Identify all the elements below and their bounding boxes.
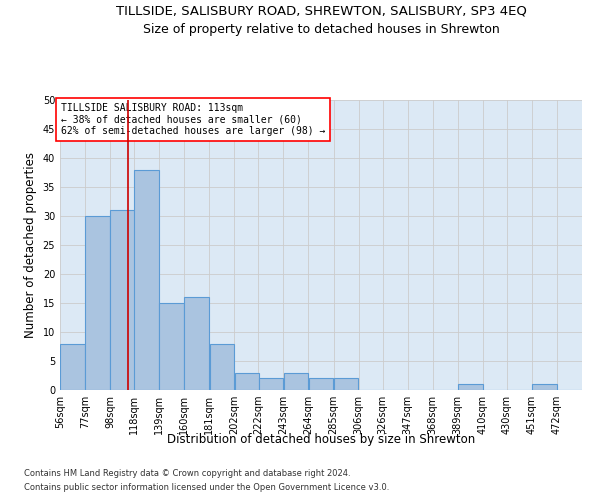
- Bar: [284, 372, 308, 390]
- Bar: [184, 297, 209, 390]
- Text: Contains HM Land Registry data © Crown copyright and database right 2024.: Contains HM Land Registry data © Crown c…: [24, 468, 350, 477]
- Text: Contains public sector information licensed under the Open Government Licence v3: Contains public sector information licen…: [24, 484, 389, 492]
- Bar: [532, 384, 557, 390]
- Bar: [110, 210, 135, 390]
- Bar: [458, 384, 482, 390]
- Bar: [235, 372, 259, 390]
- Bar: [209, 344, 234, 390]
- Bar: [60, 344, 85, 390]
- Bar: [259, 378, 283, 390]
- Bar: [309, 378, 333, 390]
- Bar: [160, 303, 184, 390]
- Text: Size of property relative to detached houses in Shrewton: Size of property relative to detached ho…: [143, 22, 499, 36]
- Text: TILLSIDE SALISBURY ROAD: 113sqm
← 38% of detached houses are smaller (60)
62% of: TILLSIDE SALISBURY ROAD: 113sqm ← 38% of…: [61, 103, 326, 136]
- Text: Distribution of detached houses by size in Shrewton: Distribution of detached houses by size …: [167, 432, 475, 446]
- Text: TILLSIDE, SALISBURY ROAD, SHREWTON, SALISBURY, SP3 4EQ: TILLSIDE, SALISBURY ROAD, SHREWTON, SALI…: [116, 5, 526, 18]
- Bar: [85, 216, 110, 390]
- Bar: [334, 378, 358, 390]
- Bar: [134, 170, 159, 390]
- Y-axis label: Number of detached properties: Number of detached properties: [24, 152, 37, 338]
